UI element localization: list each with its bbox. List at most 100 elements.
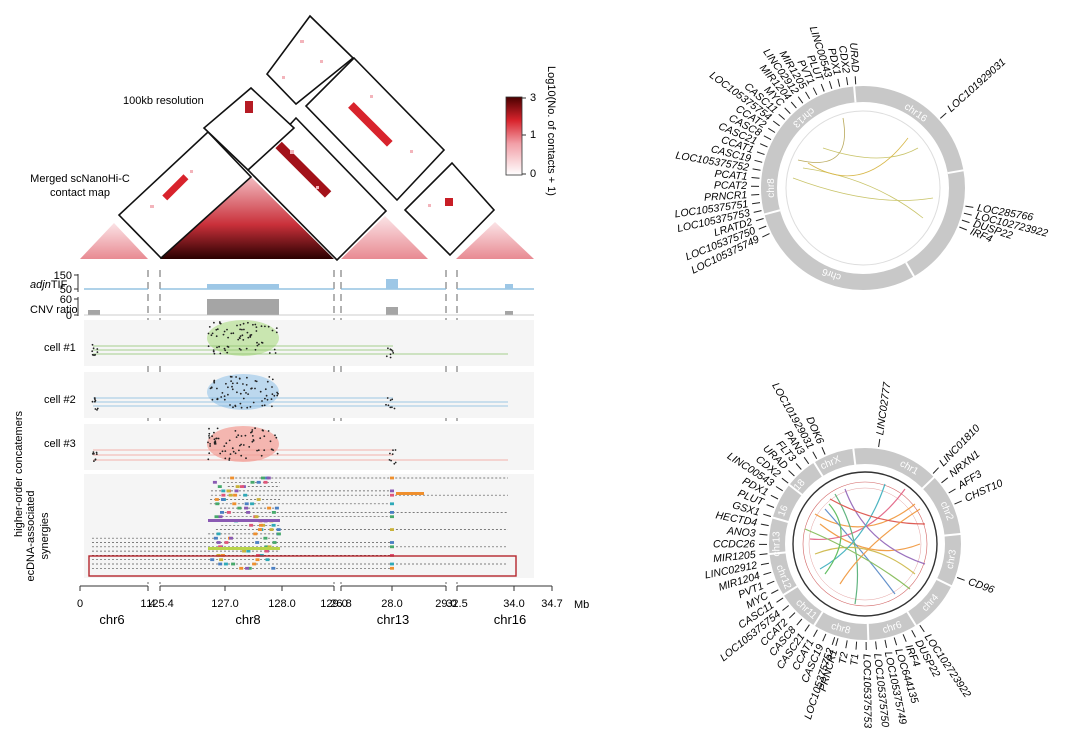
cell-dot — [239, 392, 242, 395]
cell-dot — [216, 346, 218, 349]
synergy-mark — [244, 506, 249, 510]
cell-dot — [207, 441, 209, 444]
bottom-tick — [831, 637, 836, 645]
synergy-mark — [390, 545, 394, 549]
cell-dot — [230, 332, 233, 335]
synergy-mark — [256, 480, 261, 484]
synergy-mark — [264, 549, 269, 553]
cell-dot — [261, 404, 264, 407]
top-tick — [751, 177, 760, 179]
cell-dot — [232, 406, 234, 409]
bottom-tick — [813, 629, 818, 637]
cell-dot — [268, 352, 271, 354]
bottom-tick — [770, 494, 779, 500]
cell-dot — [94, 458, 97, 461]
cell-dot — [391, 350, 394, 352]
cell-dot — [254, 348, 257, 351]
cell-dot — [224, 349, 227, 352]
cell-panels: cell #1 cell #2 cell #3 higher-order con… — [13, 320, 534, 578]
cell-dot — [238, 337, 241, 339]
cell-dot — [208, 452, 211, 455]
top-tick — [752, 202, 761, 205]
cell-dot — [217, 437, 220, 440]
synergy-mark — [267, 545, 272, 549]
cell-dot — [212, 350, 215, 353]
top-tick — [754, 159, 763, 163]
cell-dot — [240, 443, 243, 446]
cell-dot — [224, 450, 227, 452]
cell-dot — [210, 386, 213, 389]
cell-dot — [208, 432, 211, 435]
cell-dot — [91, 343, 94, 346]
synergy-mark — [269, 528, 274, 531]
cell-dot — [96, 407, 99, 410]
cell-dot — [241, 328, 243, 331]
cell-dot — [257, 449, 260, 452]
bottom-tick — [902, 634, 907, 642]
cell-dot — [254, 387, 256, 390]
cell-dot — [266, 380, 269, 383]
cell-dot — [393, 407, 396, 410]
cell-dot — [261, 400, 263, 402]
cell-dot — [211, 435, 214, 438]
bottom-tick — [932, 467, 939, 474]
bottom-tick — [835, 638, 839, 647]
bottom-tick — [788, 612, 796, 619]
cell-dot — [222, 333, 225, 336]
bottom-gene-label: LINC02777 — [874, 380, 893, 435]
cell-dot — [212, 349, 215, 351]
cell-dot — [240, 406, 243, 409]
x-tick-label: 0 — [77, 598, 83, 610]
bottom-tick — [796, 618, 803, 626]
cell-dot — [265, 394, 268, 397]
cell-dot — [256, 341, 258, 344]
cell-dot — [227, 386, 229, 389]
top-tick — [961, 219, 970, 224]
x-tick-label: 29.0 — [435, 598, 456, 610]
x-tick-label: 28.0 — [381, 598, 402, 610]
cell-dot — [387, 347, 389, 350]
synergy-mark — [271, 566, 276, 570]
cell-dot — [245, 384, 248, 386]
cnv-label: CNV ratio — [30, 304, 78, 316]
top-gene-label: PCAT1 — [714, 168, 748, 183]
cell-dot — [243, 389, 246, 392]
cell-dot — [254, 323, 257, 326]
cell-dot — [256, 449, 258, 452]
cell-dot — [216, 387, 218, 390]
cell-dot — [231, 382, 234, 385]
diamond-chr6-chr8 — [117, 130, 253, 260]
cell-dot — [390, 349, 393, 351]
cell-dot — [269, 440, 272, 443]
cell-dot — [392, 352, 395, 354]
cell-dot — [213, 381, 216, 384]
cell-dot — [271, 329, 274, 332]
axis-unit: Mb — [574, 599, 589, 611]
cell-dot — [239, 328, 242, 331]
cell-dot — [251, 440, 254, 443]
cell-dot — [385, 355, 388, 358]
synergy-mark — [214, 515, 219, 519]
synergy-mark — [246, 511, 251, 514]
top-tick — [939, 112, 947, 119]
cell-dot — [251, 387, 253, 390]
cell-dot — [93, 460, 95, 462]
top-gene-label: URAD — [847, 42, 861, 73]
bottom-seg-divider — [767, 551, 788, 556]
synergy-mark — [247, 566, 252, 570]
cell-dot — [213, 442, 216, 445]
cell-dot — [255, 330, 258, 332]
tri-chr6 — [80, 223, 148, 259]
cell-dot — [271, 386, 273, 388]
bottom-tick — [763, 571, 772, 576]
cell-dot — [270, 398, 273, 400]
bottom-gene-label: T1 — [848, 653, 861, 666]
top-tick — [854, 76, 857, 85]
cell-dot — [207, 345, 210, 348]
cell-dot — [208, 435, 210, 437]
synergy-mark — [245, 566, 250, 570]
cell-dot — [216, 397, 219, 400]
bottom-tick — [956, 577, 965, 581]
cell-dot — [239, 324, 242, 326]
cell-dot — [93, 397, 96, 399]
